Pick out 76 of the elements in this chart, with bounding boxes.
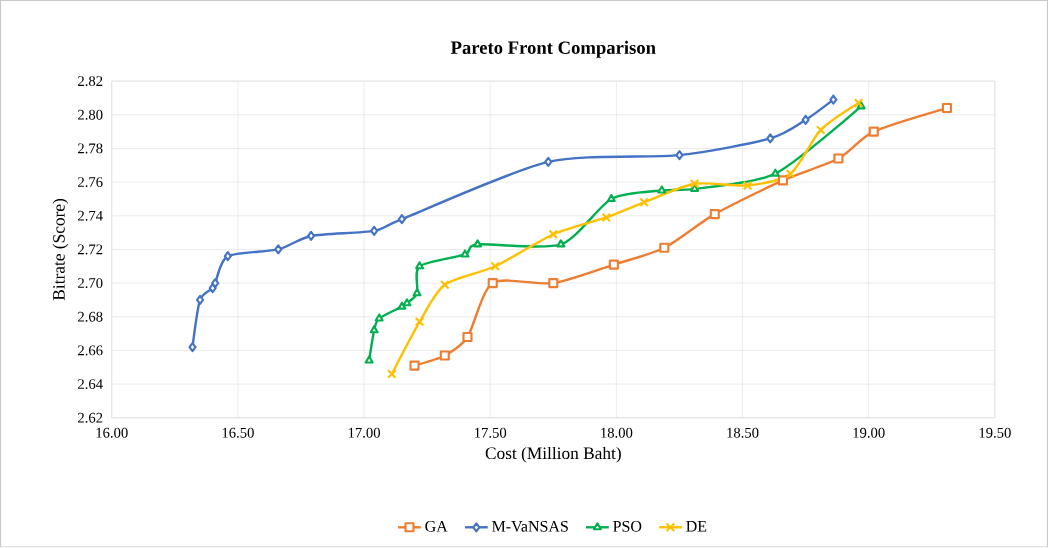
y-tick-label: 2.66 (78, 345, 103, 356)
point (833, 153, 844, 164)
point (801, 115, 810, 126)
point (868, 126, 879, 137)
point (307, 231, 316, 242)
point (409, 360, 420, 371)
point (608, 259, 619, 270)
y-tick-label: 2.76 (78, 177, 103, 188)
point (785, 169, 796, 179)
point (374, 313, 384, 322)
point (397, 301, 407, 310)
x-tick-label: 17.00 (348, 428, 380, 438)
point (364, 355, 374, 364)
point (742, 180, 753, 191)
point (397, 214, 406, 225)
point (606, 194, 616, 203)
y-tick-label: 2.62 (78, 413, 103, 423)
point (815, 125, 826, 136)
point (601, 212, 612, 223)
legend-label: GA (425, 521, 448, 532)
point (487, 278, 498, 289)
point (770, 168, 780, 178)
point (709, 209, 720, 220)
y-tick-label: 2.72 (78, 244, 103, 255)
point (439, 350, 450, 361)
x-tick-label: 18.50 (727, 428, 759, 438)
legend-label: DE (686, 521, 707, 532)
point (639, 197, 649, 208)
point (777, 175, 788, 186)
point (462, 332, 473, 343)
y-tick-label: 2.70 (78, 278, 103, 289)
y-tick-label: 2.64 (78, 379, 103, 390)
chart-title: Pareto Front Comparison (450, 41, 656, 58)
x-tick-label: 17.50 (475, 428, 507, 438)
point (402, 298, 412, 307)
point (211, 278, 220, 289)
y-tick-label: 2.82 (78, 76, 103, 87)
point (941, 103, 952, 114)
point (659, 242, 670, 254)
y-tick-label: 2.68 (78, 312, 103, 322)
point (556, 239, 566, 248)
x-tick-label: 16.50 (222, 428, 254, 438)
y-axis-title: Bitrate (Score) (52, 199, 69, 301)
x-tick-label: 19.00 (853, 428, 885, 438)
point (412, 288, 422, 297)
point (675, 150, 684, 161)
x-tick-label: 19.50 (979, 428, 1011, 438)
point (386, 369, 397, 380)
point (548, 278, 559, 289)
point (439, 280, 450, 290)
legend-label: PSO (613, 521, 642, 532)
point (370, 226, 379, 237)
point (196, 295, 205, 306)
point (460, 249, 470, 258)
point (766, 133, 775, 144)
x-tick-label: 16.00 (96, 428, 128, 438)
y-tick-label: 2.80 (78, 110, 103, 120)
point (548, 229, 559, 240)
point (223, 251, 232, 262)
legend-label: M-VaNSAS (492, 521, 568, 533)
point (473, 239, 483, 248)
point (490, 261, 501, 272)
point (415, 261, 425, 270)
point (829, 94, 838, 105)
point (689, 179, 700, 189)
point (188, 342, 197, 353)
y-tick-label: 2.78 (78, 143, 103, 154)
x-axis-title: Cost (Million Baht) (485, 447, 621, 463)
point (414, 317, 425, 327)
point (274, 244, 283, 255)
x-tick-label: 18.00 (601, 428, 633, 438)
point (544, 157, 553, 168)
point (369, 325, 379, 334)
point (657, 185, 667, 194)
y-tick-label: 2.74 (78, 211, 103, 221)
point (690, 184, 700, 193)
